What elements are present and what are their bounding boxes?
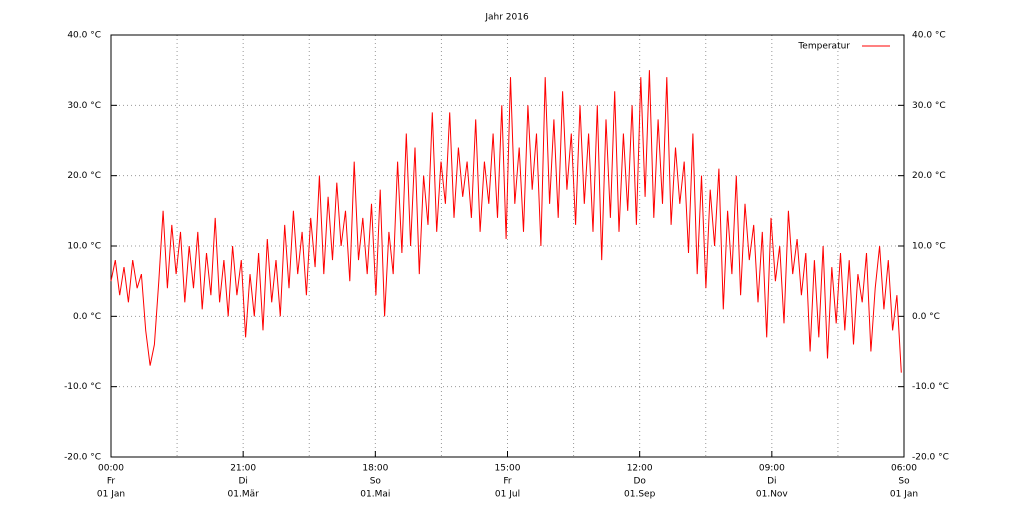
x-tick-label: 01 Jan [890, 490, 918, 500]
x-tick-label: 01.Mär [228, 490, 260, 500]
y2-tick-label: 0.0 °C [912, 312, 940, 322]
x-tick-label: 12:00 [627, 464, 653, 474]
legend-label: Temperatur [797, 42, 850, 52]
y-tick-label: 0.0 °C [73, 312, 101, 322]
x-tick-label: 01.Nov [756, 490, 789, 500]
y-tick-label: 40.0 °C [67, 31, 101, 41]
y2-tick-label: -10.0 °C [912, 382, 949, 392]
x-tick-label: 01.Sep [624, 490, 656, 500]
plot-frame [110, 34, 905, 458]
y-tick-label: 20.0 °C [67, 171, 101, 181]
x-tick-label: So [898, 477, 910, 487]
y-tick-label: -20.0 °C [64, 453, 101, 463]
y2-tick-label: 20.0 °C [912, 171, 946, 181]
x-tick-label: Fr [503, 477, 512, 487]
data-line [110, 70, 902, 373]
chart-title: Jahr 2016 [484, 13, 529, 23]
y-tick-label: 30.0 °C [67, 101, 101, 111]
x-tick-label: 21:00 [230, 464, 256, 474]
x-tick-label: 01 Jul [495, 490, 520, 500]
x-tick-label: 18:00 [362, 464, 388, 474]
x-tick-label: 01 Jan [97, 490, 125, 500]
x-tick-label: So [370, 477, 382, 487]
x-tick-label: Di [238, 477, 247, 487]
x-tick-label: 15:00 [495, 464, 521, 474]
y-tick-label: -10.0 °C [64, 382, 101, 392]
y2-tick-label: 30.0 °C [912, 101, 946, 111]
y2-tick-label: 40.0 °C [912, 31, 946, 41]
x-tick-label: 06:00 [891, 464, 917, 474]
x-tick-label: 09:00 [759, 464, 785, 474]
x-tick-label: Di [767, 477, 776, 487]
x-tick-label: Do [633, 477, 646, 487]
y2-tick-label: 10.0 °C [912, 242, 946, 252]
y-tick-label: 10.0 °C [67, 242, 101, 252]
x-tick-label: Fr [107, 477, 116, 487]
y2-tick-label: -20.0 °C [912, 453, 949, 463]
x-tick-label: 01.Mai [360, 490, 390, 500]
x-tick-label: 00:00 [98, 464, 124, 474]
